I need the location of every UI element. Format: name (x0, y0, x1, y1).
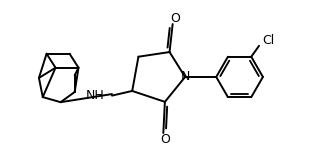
Text: NH: NH (85, 89, 104, 102)
Text: O: O (170, 12, 180, 25)
Text: N: N (180, 70, 190, 83)
Text: Cl: Cl (262, 34, 275, 47)
Text: O: O (161, 133, 170, 146)
